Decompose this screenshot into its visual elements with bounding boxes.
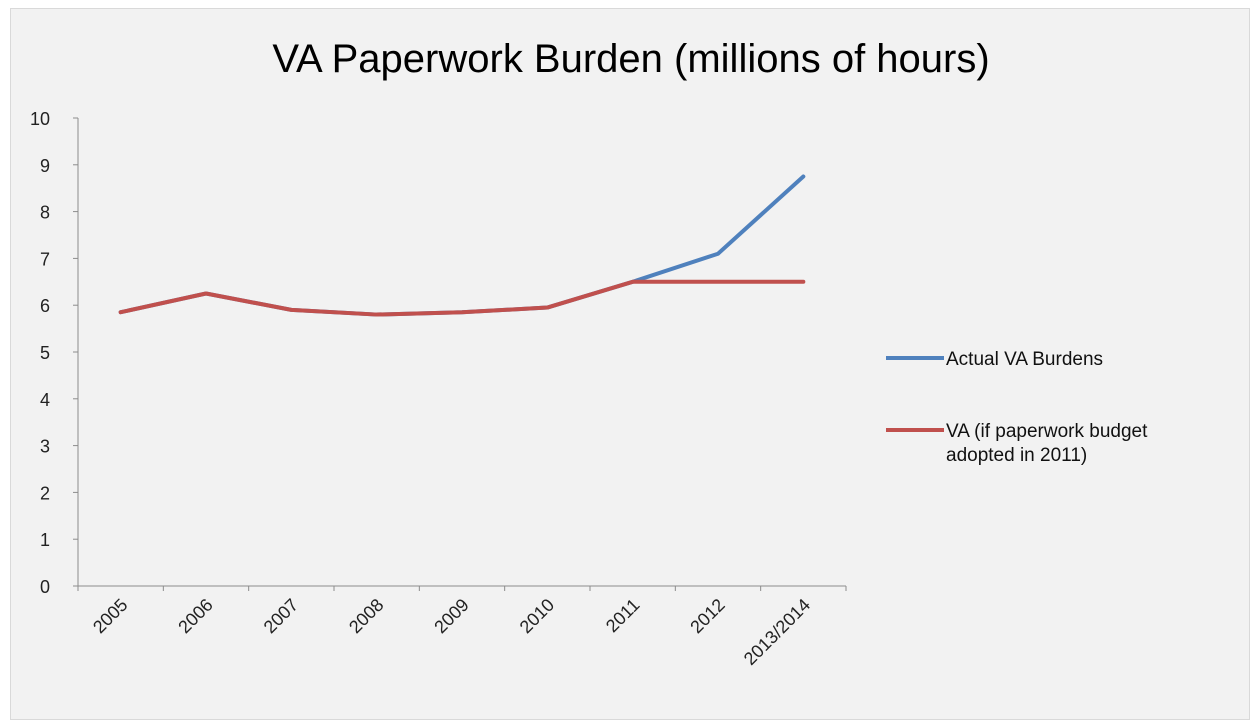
- y-axis-ticks: 0 1 2 3 4 5 6 7 8 9 10: [30, 109, 78, 597]
- x-tick-label: 2009: [430, 595, 472, 637]
- x-tick-label: 2006: [174, 595, 216, 637]
- x-tick-label: 2005: [89, 595, 131, 637]
- x-tick-label: 2007: [260, 595, 302, 637]
- chart-frame: VA Paperwork Burden (millions of hours): [10, 8, 1250, 720]
- y-tick-label: 0: [40, 577, 50, 597]
- y-tick-label: 6: [40, 296, 50, 316]
- series-line-0: [118, 174, 806, 317]
- series-lines: [118, 174, 806, 317]
- legend: Actual VA Burdens VA (if paperwork budget…: [886, 349, 1148, 466]
- legend-label-0: Actual VA Burdens: [946, 349, 1103, 370]
- y-tick-label: 9: [40, 156, 50, 176]
- y-tick-label: 3: [40, 437, 50, 457]
- y-tick-label: 2: [40, 483, 50, 503]
- series-line-1: [118, 279, 806, 317]
- y-tick-label: 7: [40, 249, 50, 269]
- axes: [77, 118, 846, 587]
- x-tick-label: 2010: [516, 595, 558, 637]
- x-tick-label: 2008: [345, 595, 387, 637]
- y-tick-label: 8: [40, 203, 50, 223]
- y-tick-label: 5: [40, 343, 50, 363]
- y-tick-label: 10: [30, 109, 50, 129]
- x-tick-label: 2011: [602, 595, 644, 637]
- x-tick-label: 2012: [686, 595, 728, 637]
- y-tick-label: 4: [40, 390, 50, 410]
- legend-label-1: VA (if paperwork budget adopted in 2011): [946, 421, 1148, 466]
- y-tick-label: 1: [40, 530, 50, 550]
- chart-title: VA Paperwork Burden (millions of hours): [272, 37, 990, 81]
- x-axis-ticks: 2005 2006 2007 2008 2009 2010 2011 2012 2013/201…: [77, 586, 847, 669]
- x-tick-label: 2013/2014: [740, 595, 814, 669]
